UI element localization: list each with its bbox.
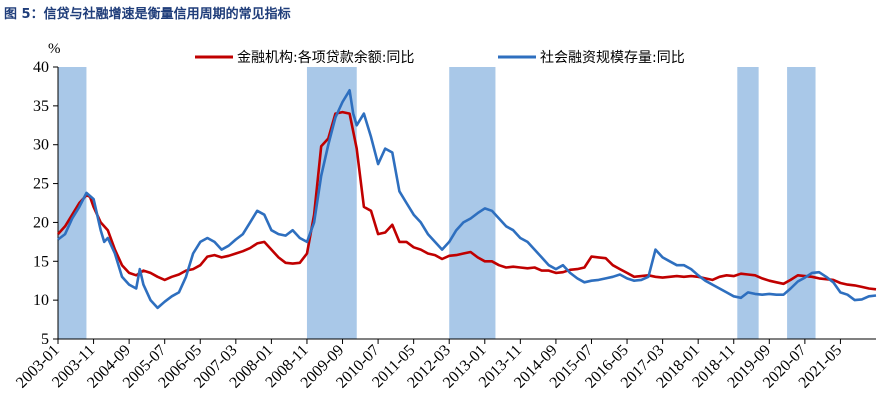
shaded-periods <box>58 67 816 339</box>
shaded-period <box>737 67 759 339</box>
figure-caption: 图 5：信贷与社融增速是衡量信用周期的常见指标 <box>4 7 291 22</box>
social-financing-growth-line <box>57 89 877 310</box>
y-axis-unit: % <box>48 41 61 57</box>
y-tick-label: 25 <box>33 176 49 193</box>
legend-label: 金融机构:各项贷款余额:同比 <box>237 49 414 66</box>
y-tick-label: 15 <box>33 253 49 270</box>
y-tick-label: 35 <box>33 98 49 115</box>
shaded-period <box>449 67 496 339</box>
shaded-period <box>787 67 816 339</box>
y-tick-label: 10 <box>33 292 49 309</box>
legend-label: 社会融资规模存量:同比 <box>540 50 685 66</box>
y-tick-label: 40 <box>33 59 49 76</box>
y-tick-label: 5 <box>41 331 49 348</box>
y-tick-label: 20 <box>33 214 49 231</box>
y-tick-label: 30 <box>33 137 49 154</box>
series-lines <box>57 89 877 310</box>
legend: 金融机构:各项贷款余额:同比 社会融资规模存量:同比 <box>195 49 685 66</box>
